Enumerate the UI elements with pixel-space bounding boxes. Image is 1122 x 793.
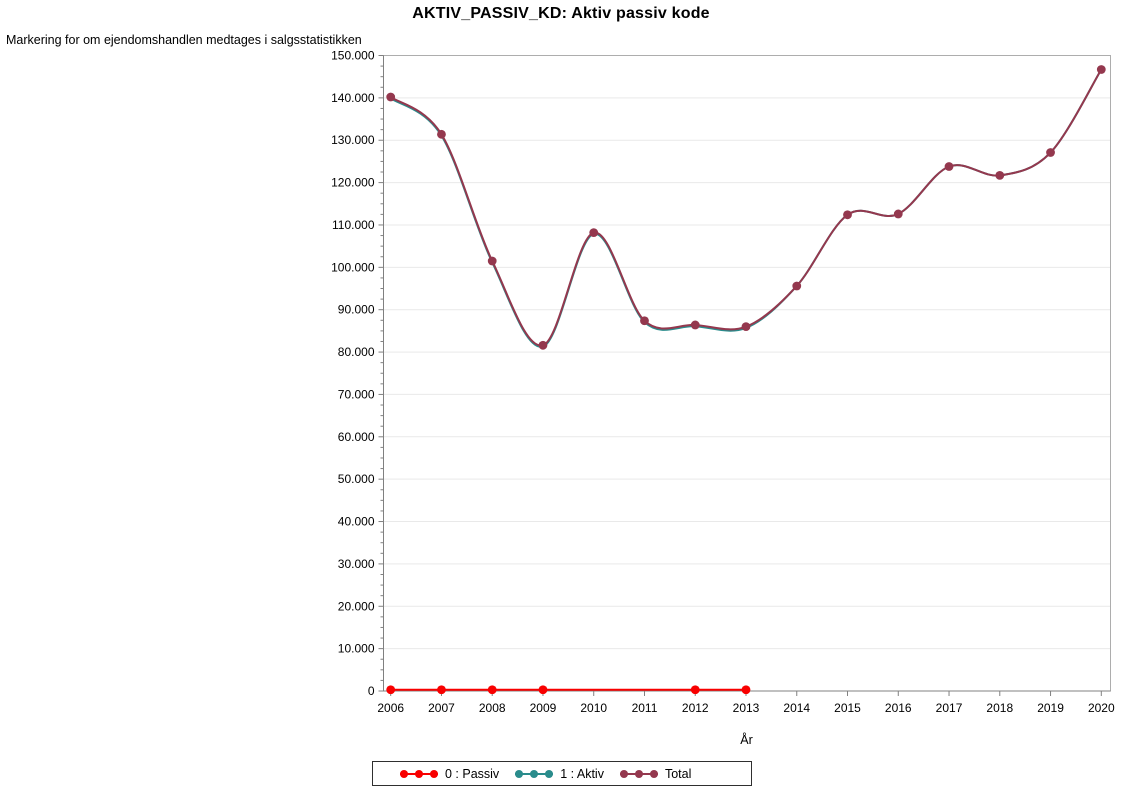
y-tick-label: 90.000 xyxy=(338,303,375,317)
data-point-marker xyxy=(944,162,954,171)
y-tick-label: 10.000 xyxy=(338,642,375,656)
data-point-marker xyxy=(792,281,802,291)
data-point-marker xyxy=(386,92,396,102)
legend-swatch-icon xyxy=(515,769,554,778)
y-tick-label: 70.000 xyxy=(338,387,375,401)
plot-frame xyxy=(383,55,1111,692)
x-tick-label: 2018 xyxy=(986,701,1013,715)
x-tick-label: 2016 xyxy=(885,701,912,715)
y-tick-label: 150.000 xyxy=(331,49,375,63)
y-tick-label: 30.000 xyxy=(338,557,375,571)
legend: 0 : Passiv 1 : Aktiv Total xyxy=(372,761,752,786)
x-tick-label: 2019 xyxy=(1037,701,1064,715)
x-tick-label: 2017 xyxy=(936,701,963,715)
x-tick-label: 2010 xyxy=(580,701,607,715)
legend-item-0-passiv: 0 : Passiv xyxy=(398,767,499,781)
legend-item-1-aktiv: 1 : Aktiv xyxy=(513,767,604,781)
y-tick-label: 40.000 xyxy=(338,515,375,529)
data-point-marker xyxy=(893,209,903,219)
legend-swatch-icon xyxy=(619,769,658,778)
x-tick-label: 2008 xyxy=(479,701,506,715)
data-point-marker xyxy=(843,210,852,220)
y-tick-label: 140.000 xyxy=(331,91,375,105)
data-point-marker xyxy=(690,320,700,330)
data-point-marker xyxy=(487,685,497,695)
y-tick-label: 60.000 xyxy=(338,430,375,444)
y-tick-label: 120.000 xyxy=(331,176,375,190)
x-tick-label: 2013 xyxy=(733,701,760,715)
data-point-marker xyxy=(487,256,497,266)
y-tick-label: 100.000 xyxy=(331,260,375,274)
legend-swatch-icon xyxy=(400,769,438,778)
x-tick-label: 2009 xyxy=(530,701,557,715)
series-line-1-aktiv xyxy=(390,68,1103,348)
chart-title: AKTIV_PASSIV_KD: Aktiv passiv kode xyxy=(412,5,710,22)
data-point-marker xyxy=(640,316,649,326)
data-point-marker xyxy=(538,340,548,350)
chart-subtitle: Markering for om ejendomshandlen medtage… xyxy=(6,33,362,47)
y-tick-label: 130.000 xyxy=(331,133,375,147)
data-point-marker xyxy=(437,685,446,695)
series-line-total xyxy=(390,68,1103,347)
x-tick-label: 2014 xyxy=(783,701,810,715)
legend-label: 1 : Aktiv xyxy=(560,766,604,781)
legend-label: Total xyxy=(664,766,692,781)
data-point-marker xyxy=(437,129,446,139)
x-tick-label: 2020 xyxy=(1088,701,1115,715)
y-tick-label: 110.000 xyxy=(332,218,375,232)
y-tick-label: 50.000 xyxy=(338,472,375,486)
data-point-marker xyxy=(995,170,1005,180)
x-tick-label: 2012 xyxy=(682,701,709,715)
y-tick-label: 20.000 xyxy=(338,599,375,613)
y-tick-label: 80.000 xyxy=(338,345,375,359)
data-point-marker xyxy=(589,228,599,237)
data-point-marker xyxy=(386,685,396,695)
data-point-marker xyxy=(690,685,700,695)
x-tick-label: 2006 xyxy=(377,701,404,715)
x-tick-label: 2015 xyxy=(834,701,861,715)
data-point-marker xyxy=(1046,148,1055,157)
x-tick-label: 2007 xyxy=(428,701,455,715)
y-tick-label: 0 xyxy=(368,684,375,698)
data-point-marker xyxy=(1096,65,1106,74)
x-axis-title: År xyxy=(740,733,753,747)
data-point-marker xyxy=(538,685,548,695)
x-tick-label: 2011 xyxy=(632,701,658,715)
legend-item-total: Total xyxy=(618,767,691,781)
data-point-marker xyxy=(741,685,751,695)
legend-label: 0 : Passiv xyxy=(445,766,500,781)
data-point-marker xyxy=(741,322,751,332)
